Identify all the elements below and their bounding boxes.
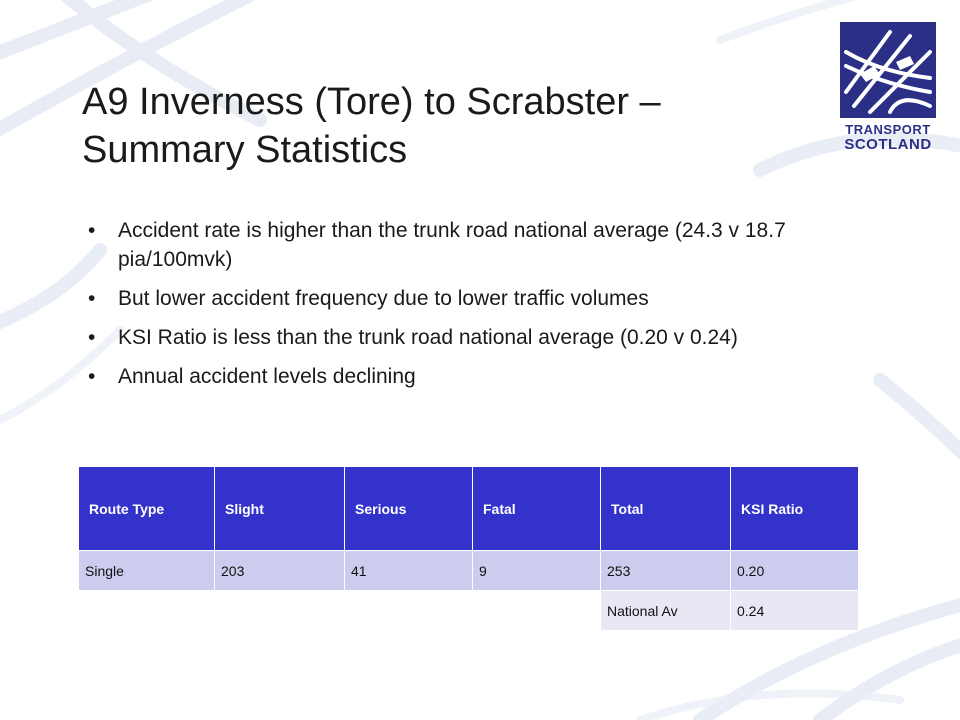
- empty-cell: [79, 591, 215, 631]
- header-slight: Slight: [214, 466, 345, 551]
- header-ksi-ratio: KSI Ratio: [730, 466, 859, 551]
- header-fatal: Fatal: [472, 466, 601, 551]
- bullet-text: Accident rate is higher than the trunk r…: [118, 219, 786, 271]
- table-row-national-average: National Av 0.24: [79, 590, 859, 631]
- table-header-row: Route Type Slight Serious Fatal Total KS…: [78, 466, 859, 551]
- bullet-list: • Accident rate is higher than the trunk…: [82, 216, 862, 401]
- slide-title: A9 Inverness (Tore) to Scrabster – Summa…: [82, 81, 661, 171]
- bullet-text: KSI Ratio is less than the trunk road na…: [118, 326, 738, 349]
- bullet-marker: •: [88, 219, 96, 242]
- cell-route-type: Single: [78, 550, 215, 591]
- cell-total: 253: [600, 550, 731, 591]
- empty-cell: [473, 591, 601, 631]
- accident-statistics-table: Route Type Slight Serious Fatal Total KS…: [78, 466, 859, 631]
- empty-cell: [345, 591, 473, 631]
- logo-text-scotland: SCOTLAND: [844, 136, 932, 153]
- cell-fatal: 9: [472, 550, 601, 591]
- road-junction-icon: [840, 22, 936, 118]
- bullet-item: • Annual accident levels declining: [82, 362, 862, 391]
- cell-national-value: 0.24: [730, 590, 859, 631]
- bullet-text: Annual accident levels declining: [118, 365, 416, 388]
- bullet-item: • Accident rate is higher than the trunk…: [82, 216, 862, 274]
- transport-scotland-logo: TRANSPORT SCOTLAND: [840, 22, 936, 153]
- header-route-type: Route Type: [78, 466, 215, 551]
- header-serious: Serious: [344, 466, 473, 551]
- bullet-marker: •: [88, 365, 96, 388]
- logo-text-transport: TRANSPORT: [845, 122, 931, 137]
- bullet-text: But lower accident frequency due to lowe…: [118, 287, 649, 310]
- bullet-marker: •: [88, 287, 96, 310]
- cell-serious: 41: [344, 550, 473, 591]
- cell-ksi-ratio: 0.20: [730, 550, 859, 591]
- cell-national-label: National Av: [600, 590, 731, 631]
- bullet-marker: •: [88, 326, 96, 349]
- header-total: Total: [600, 466, 731, 551]
- bullet-item: • KSI Ratio is less than the trunk road …: [82, 323, 862, 352]
- bullet-item: • But lower accident frequency due to lo…: [82, 284, 862, 313]
- cell-slight: 203: [214, 550, 345, 591]
- table-row: Single 203 41 9 253 0.20: [78, 550, 859, 591]
- empty-cell: [215, 591, 345, 631]
